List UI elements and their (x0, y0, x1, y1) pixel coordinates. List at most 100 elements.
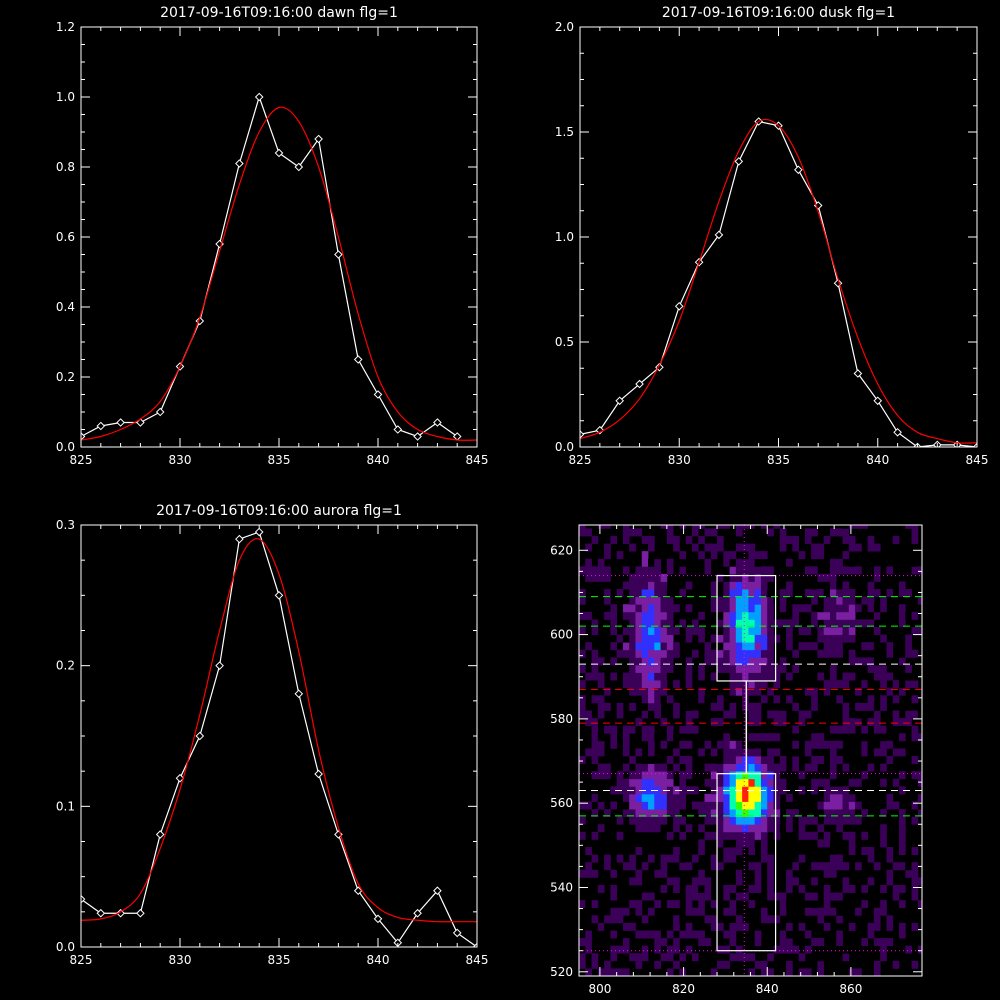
heatmap-pixel (717, 922, 724, 931)
heatmap-pixel (742, 831, 749, 840)
heatmap-pixel (648, 634, 655, 643)
heatmap-pixel (585, 938, 592, 947)
heatmap-pixel (635, 589, 643, 598)
heatmap-pixel (786, 634, 793, 643)
heatmap-pixel (886, 847, 894, 856)
heatmap-pixel (817, 589, 825, 598)
heatmap-pixel (729, 604, 737, 613)
heatmap-pixel (641, 801, 649, 810)
heatmap-pixel (848, 778, 856, 787)
heatmap-pixel (629, 801, 636, 810)
heatmap-pixel (792, 748, 800, 757)
heatmap-pixel (804, 566, 812, 575)
heatmap-pixel (710, 922, 718, 931)
heatmap-pixel (742, 763, 749, 772)
heatmap-pixel (604, 551, 611, 560)
heatmap-pixel (748, 566, 756, 575)
heatmap-pixel (786, 604, 793, 613)
heatmap-pixel (880, 748, 887, 757)
heatmap-pixel (635, 687, 643, 696)
heatmap-pixel (660, 657, 668, 666)
heatmap-pixel (842, 725, 850, 734)
heatmap-pixel (760, 566, 768, 575)
heatmap-pixel (917, 733, 922, 742)
heatmap-pixel (723, 793, 730, 802)
heatmap-pixel (804, 710, 812, 719)
heatmap-pixel (691, 725, 699, 734)
heatmap-pixel (704, 649, 712, 658)
dawn-y-tick-label: 1.2 (56, 20, 75, 34)
heatmap-pixel (811, 687, 818, 696)
heatmap-pixel (817, 862, 825, 871)
heatmap-pixel (836, 695, 843, 704)
heatmap-pixel (660, 862, 668, 871)
aurora-axes-frame (80, 524, 478, 948)
heatmap-pixel (629, 702, 636, 711)
spectral-image-plot-area (579, 525, 922, 976)
heatmap-pixel (641, 573, 649, 582)
heatmap-pixel (673, 710, 680, 719)
heatmap-pixel (704, 793, 712, 802)
heatmap-pixel (861, 627, 869, 635)
heatmap-pixel (717, 862, 724, 871)
heatmap-pixel (829, 566, 837, 575)
heatmap-pixel (836, 558, 843, 567)
dawn-data-point (413, 432, 422, 441)
heatmap-pixel (591, 573, 599, 582)
heatmap-pixel (691, 710, 699, 719)
heatmap-pixel (673, 816, 680, 825)
heatmap-pixel (742, 558, 749, 567)
heatmap-pixel (735, 869, 743, 878)
heatmap-pixel (616, 710, 624, 719)
heatmap-pixel (779, 604, 787, 613)
aurora-data-point (136, 908, 145, 918)
heatmap-pixel (748, 664, 756, 673)
heatmap-pixel (842, 801, 850, 810)
heatmap-pixel (905, 945, 912, 954)
heatmap-pixel (591, 718, 599, 727)
heatmap-pixel (911, 801, 919, 810)
heatmap-pixel (823, 596, 831, 605)
heatmap-pixel (798, 627, 806, 635)
heatmap-pixel (786, 619, 793, 628)
heatmap-pixel (723, 649, 730, 658)
heatmap-pixel (654, 710, 661, 719)
heatmap-pixel (911, 960, 919, 969)
heatmap-pixel (604, 573, 611, 582)
heatmap-pixel (767, 634, 774, 643)
heatmap-pixel (704, 938, 712, 947)
dawn-data-point (433, 418, 442, 427)
heatmap-pixel (823, 900, 831, 909)
heatmap-pixel (735, 566, 743, 575)
heatmap-pixel (773, 816, 781, 825)
heatmap-pixel (817, 543, 825, 552)
heatmap-pixel (804, 907, 812, 916)
heatmap-pixel (597, 884, 605, 893)
heatmap-pixel (585, 968, 592, 976)
heatmap-pixel (735, 525, 743, 529)
heatmap-pixel (817, 839, 825, 848)
heatmap-pixel (773, 763, 781, 772)
heatmap-pixel (673, 649, 680, 658)
heatmap-pixel (629, 755, 636, 764)
heatmap-pixel (748, 748, 756, 757)
heatmap-pixel (673, 824, 680, 833)
heatmap-pixel (748, 680, 756, 689)
heatmap-pixel (817, 778, 825, 787)
heatmap-pixel (867, 581, 875, 590)
heatmap-pixel (792, 763, 800, 772)
heatmap-pixel (748, 702, 756, 711)
heatmap-pixel (836, 611, 843, 620)
heatmap-pixel (898, 748, 906, 757)
heatmap-pixel (861, 854, 869, 863)
heatmap-pixel (717, 960, 724, 969)
heatmap-pixel (898, 900, 906, 909)
heatmap-pixel (654, 619, 661, 628)
heatmap-pixel (742, 543, 749, 552)
heatmap-pixel (767, 710, 774, 719)
dawn-x-tick-label: 835 (268, 453, 291, 467)
heatmap-pixel (754, 680, 762, 689)
heatmap-pixel (880, 695, 887, 704)
aurora-data-point (472, 942, 477, 947)
heatmap-pixel (792, 809, 800, 818)
